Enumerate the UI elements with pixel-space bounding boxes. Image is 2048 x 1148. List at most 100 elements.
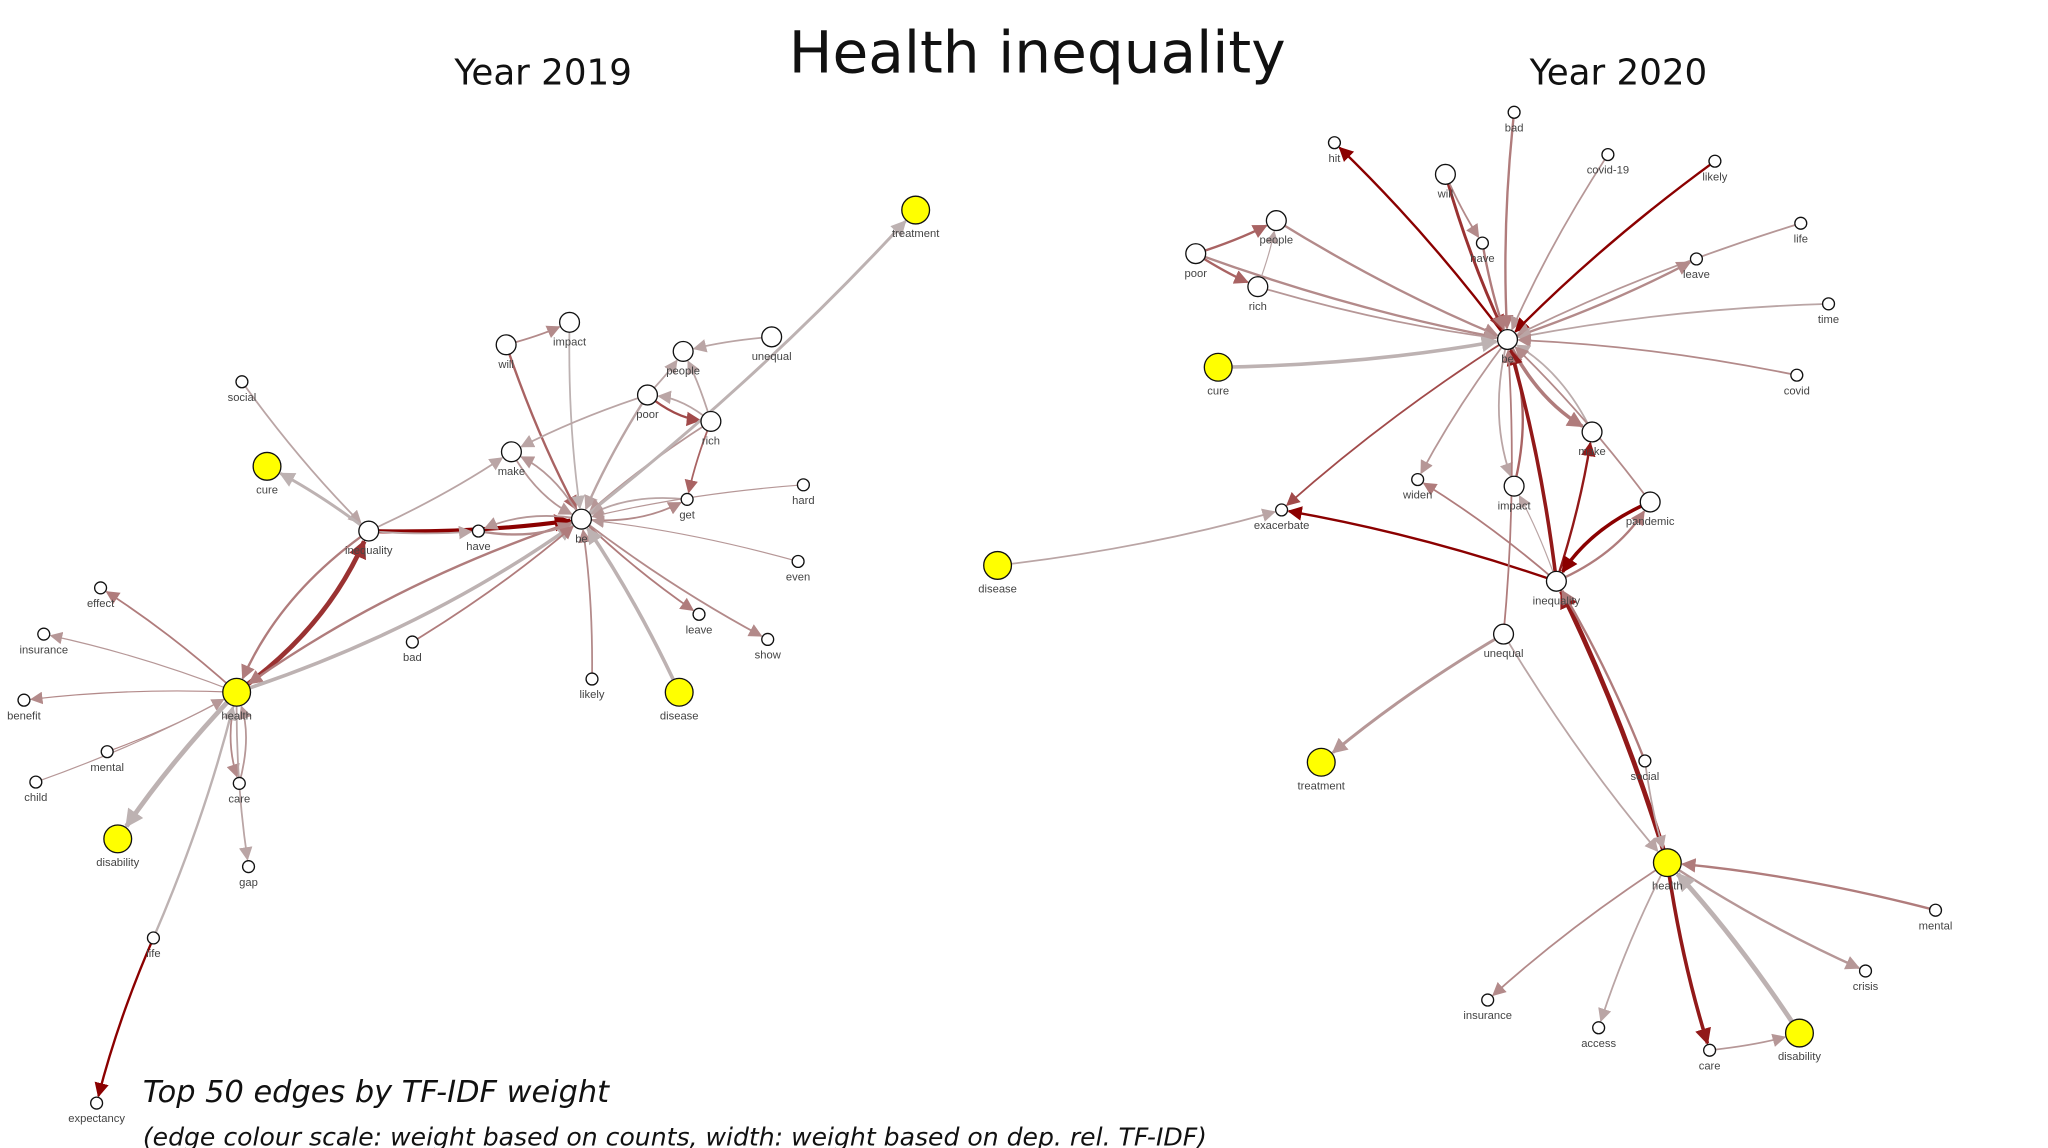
edge-be-to-exacerbate	[1286, 338, 1508, 507]
node-label: mental	[90, 762, 124, 774]
node-label: even	[786, 572, 810, 584]
node-label: have	[466, 541, 490, 553]
node-poor: poor	[636, 384, 659, 421]
edge-be-to-show	[580, 518, 763, 637]
node-even: even	[786, 554, 810, 584]
node-disease: disease	[978, 550, 1017, 595]
edge-be-to-widen	[1420, 338, 1509, 475]
node-be: be	[570, 508, 593, 545]
node-show: show	[755, 632, 782, 662]
edge-health-to-effect	[105, 591, 238, 693]
edge-poor-to-people	[1195, 224, 1268, 255]
node-care: care	[228, 776, 250, 806]
node-label: poor	[1185, 268, 1208, 280]
node-circle	[103, 824, 133, 854]
node-circle	[1689, 252, 1704, 266]
edge-life-to-be	[1516, 222, 1802, 336]
edge-bad-to-be	[411, 525, 574, 643]
node-circle	[983, 550, 1013, 580]
edge-rich-to-get	[684, 421, 712, 494]
node-have: have	[466, 524, 491, 553]
footnote-title: Top 50 edges by TF-IDF weight	[143, 1075, 610, 1110]
panel-title-2019: Year 2019	[453, 53, 632, 94]
edge-health-to-inequality	[1559, 589, 1670, 864]
node-circle	[1639, 491, 1661, 513]
edge-time-to-be	[1517, 302, 1829, 342]
edge-inequality-to-pandemic	[1555, 510, 1646, 583]
node-label: show	[755, 650, 782, 662]
node-circle	[1652, 848, 1682, 878]
node-circle	[1790, 368, 1804, 382]
edge-unequal-to-people	[692, 335, 772, 353]
edge-disease-to-exacerbate	[997, 508, 1276, 567]
edge-life-to-health	[152, 705, 237, 939]
node-circle	[636, 384, 659, 406]
edge-inequality-to-health	[241, 530, 370, 680]
node-label: be	[1501, 354, 1513, 366]
edge-people-to-be	[1275, 219, 1499, 337]
node-label: life	[146, 948, 160, 960]
node-life: life	[1794, 216, 1808, 245]
node-circle	[235, 375, 249, 389]
edge-social-to-inequality	[241, 381, 362, 525]
node-widen: widen	[1402, 472, 1432, 502]
node-label: social	[228, 392, 257, 404]
edge-social-to-health	[1644, 760, 1666, 850]
node-label: have	[1470, 253, 1494, 265]
node-circle	[1411, 472, 1425, 487]
edge-unequal-to-health	[1502, 633, 1659, 853]
node-get: get	[679, 492, 696, 522]
node-unequal: unequal	[752, 326, 792, 363]
node-circle	[761, 632, 775, 646]
edge-be-to-hit	[1338, 146, 1509, 341]
edge-health-to-care	[1665, 862, 1711, 1045]
node-circle	[252, 451, 282, 481]
edge-disability-to-health	[1675, 872, 1802, 1035]
node-circle	[471, 524, 486, 538]
node-label: rich	[1249, 301, 1267, 313]
node-label: unequal	[752, 351, 792, 363]
node-circle	[1185, 243, 1207, 265]
node-life: life	[146, 931, 161, 960]
node-circle	[93, 581, 108, 595]
node-label: inequality	[1533, 595, 1581, 607]
node-circle	[1638, 754, 1652, 768]
node-label: insurance	[19, 644, 68, 656]
edge-mental-to-health	[1681, 858, 1936, 912]
node-circle	[241, 860, 256, 874]
node-label: get	[679, 510, 695, 522]
edge-be-to-health	[247, 518, 582, 685]
node-label: unequal	[1484, 648, 1524, 660]
edge-even-to-be	[591, 515, 799, 563]
node-label: hit	[1329, 153, 1342, 165]
node-label: will	[1437, 188, 1454, 200]
node-cure: cure	[252, 451, 282, 496]
edge-will-to-be	[505, 344, 578, 511]
node-circle	[692, 607, 706, 621]
node-circle	[37, 627, 51, 641]
node-circle	[1507, 105, 1521, 119]
edge-inequality-to-cure	[279, 472, 370, 533]
edge-likely-to-be	[1514, 160, 1716, 333]
node-label: care	[228, 794, 250, 806]
node-bad: bad	[403, 635, 422, 664]
node-circle	[664, 677, 694, 707]
footnote-caption: (edge colour scale: weight based on coun…	[143, 1122, 1207, 1148]
node-label: expectancy	[68, 1113, 125, 1125]
node-label: crisis	[1853, 981, 1879, 993]
node-circle	[495, 334, 517, 356]
node-circle	[1794, 216, 1808, 230]
edge-likely-to-be	[578, 528, 594, 680]
node-label: treatment	[892, 228, 940, 240]
node-circle	[1492, 623, 1515, 645]
node-label: health	[221, 710, 252, 722]
node-expectancy: expectancy	[68, 1096, 125, 1125]
node-circle	[1928, 903, 1943, 917]
node-label: time	[1818, 314, 1839, 326]
node-label: pandemic	[1626, 516, 1675, 528]
edge-poor-to-be	[1195, 252, 1498, 343]
node-circle	[17, 693, 31, 707]
node-label: benefit	[7, 710, 42, 722]
edge-unequal-to-treatment	[1331, 632, 1505, 754]
edge-health-to-crisis	[1666, 861, 1861, 970]
